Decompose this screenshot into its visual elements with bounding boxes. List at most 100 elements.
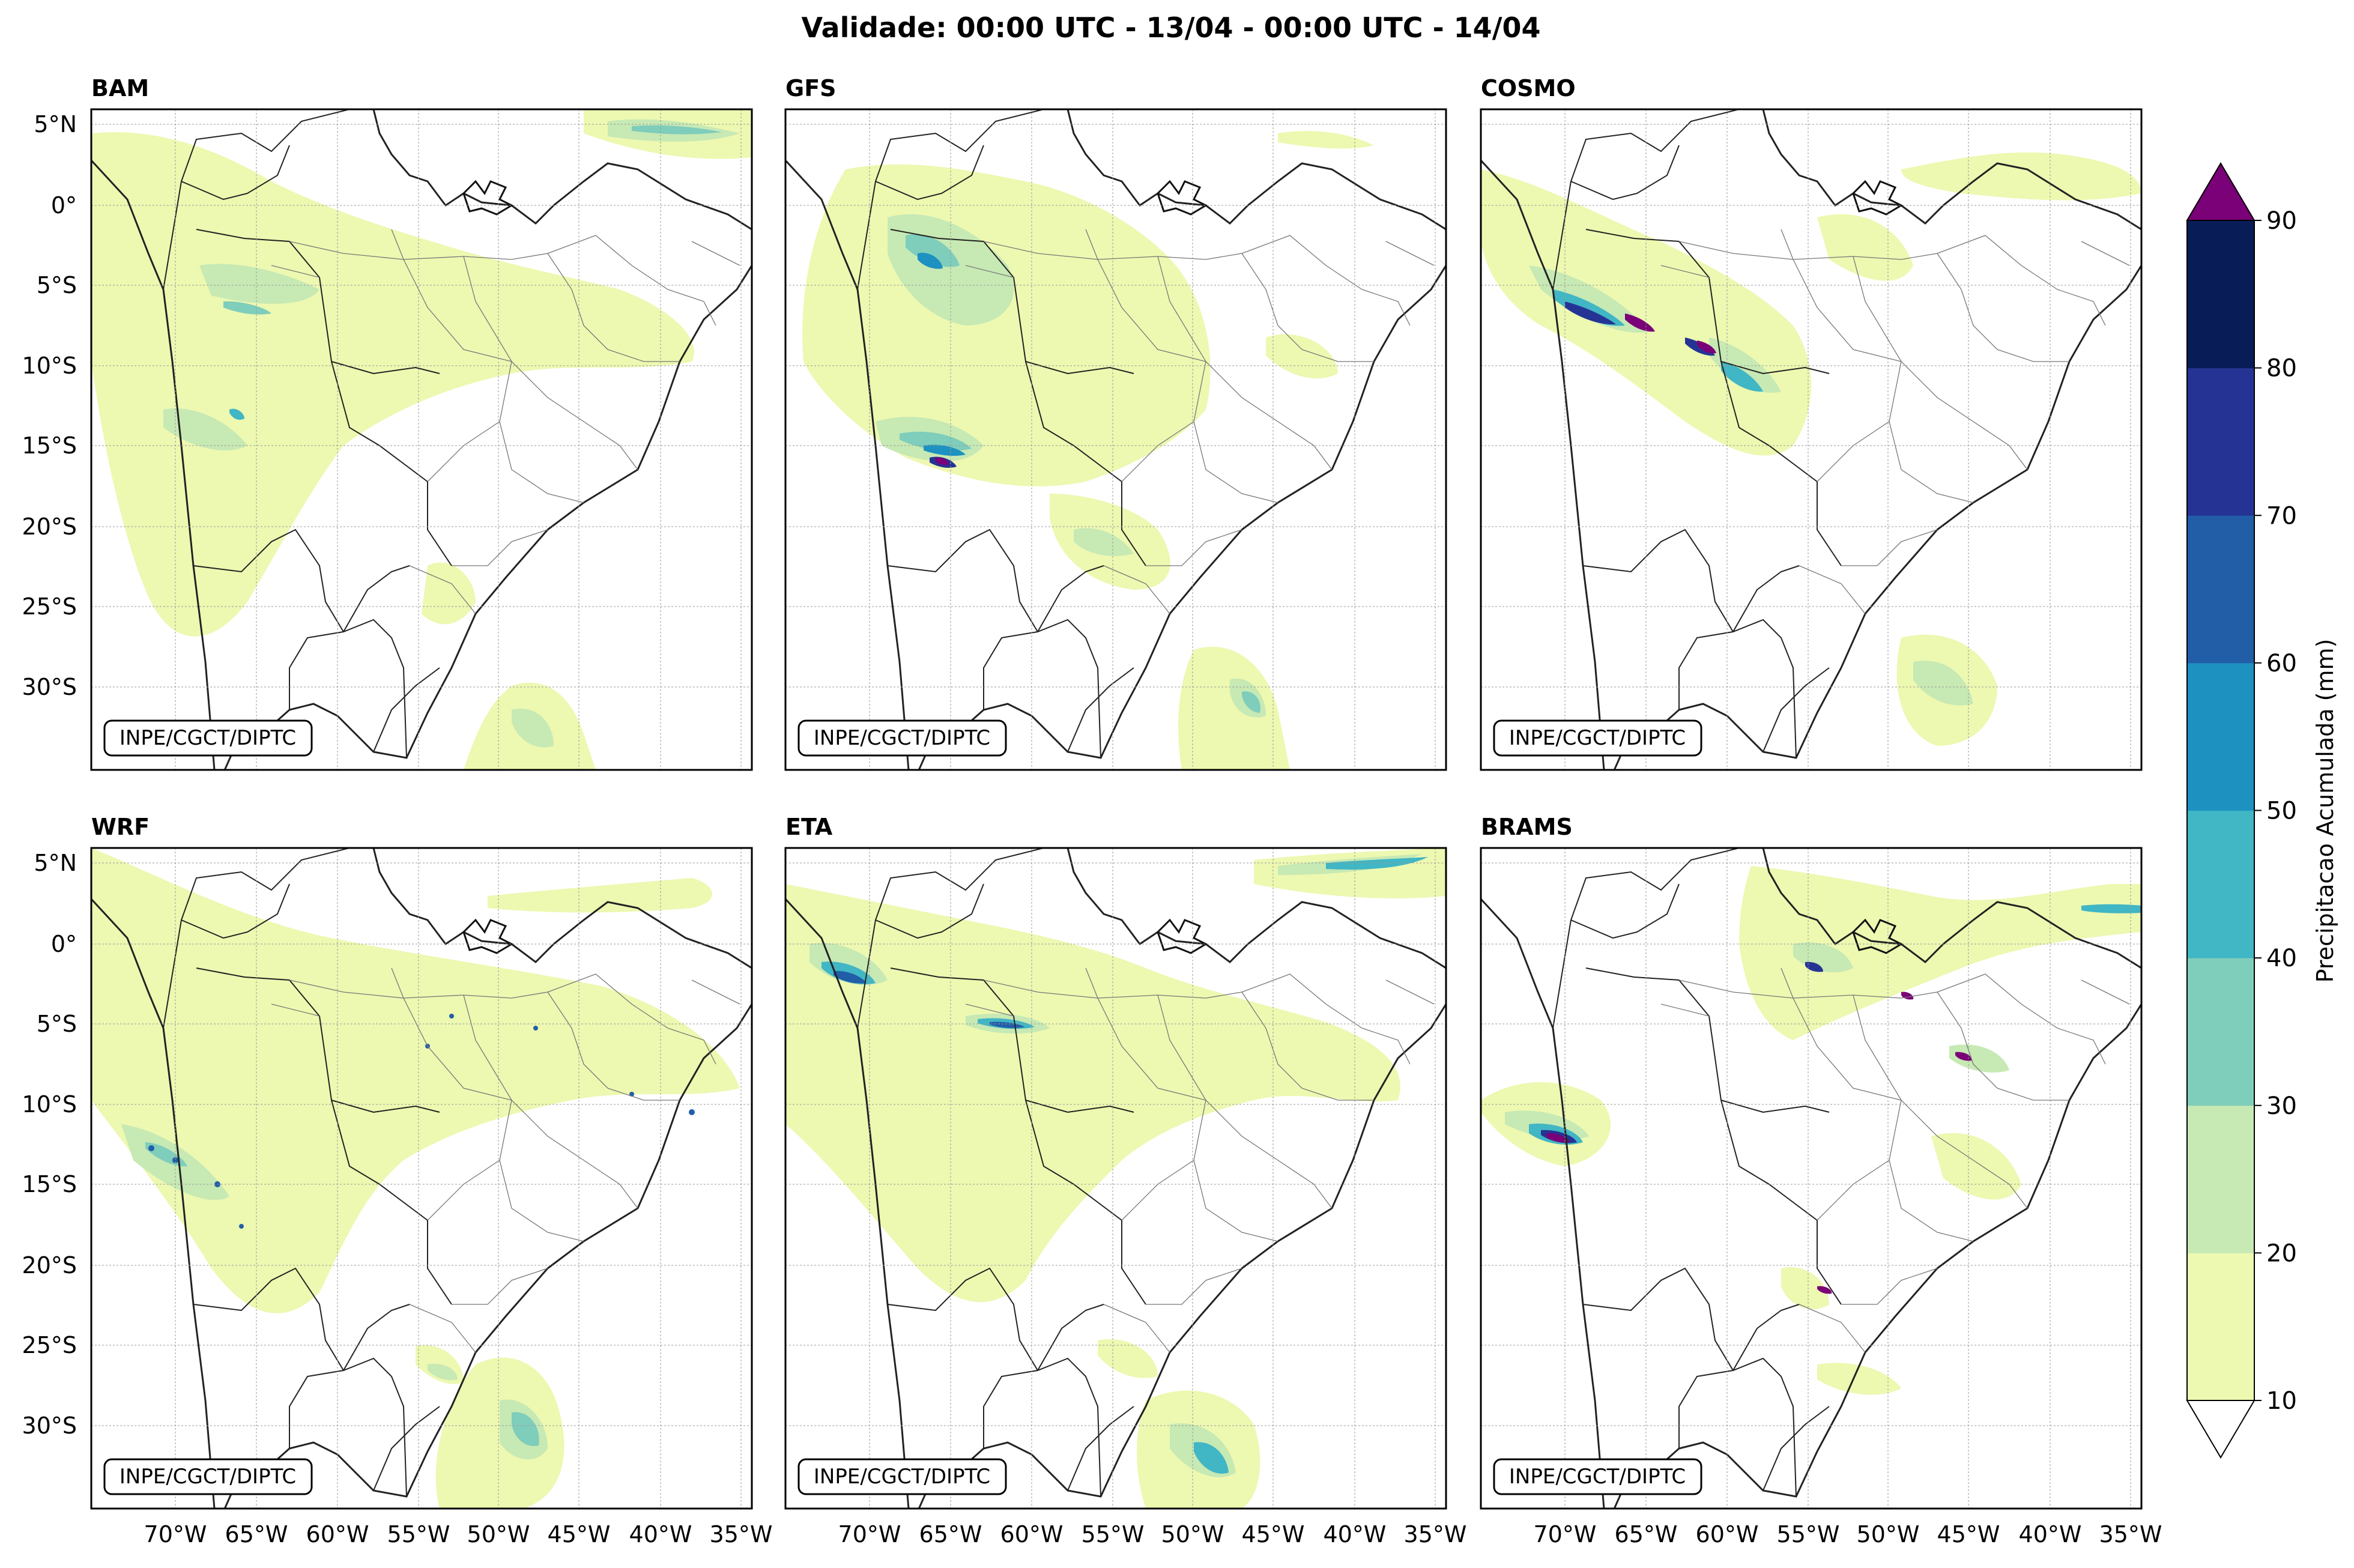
colorbar-segment bbox=[2187, 958, 2254, 1106]
map-panel-wrf: WRF bbox=[90, 814, 753, 1510]
map-panel-cosmo: COSMO bbox=[1480, 75, 2143, 771]
colorbar-ticks: 10 20 30 40 50 60 70 80 90 bbox=[2254, 207, 2297, 1415]
colorbar-segment bbox=[2187, 515, 2254, 664]
svg-text:10°S: 10°S bbox=[22, 353, 77, 379]
colorbar-tick-label: 80 bbox=[2266, 355, 2297, 383]
lat-axis-top: 5°N 0° 5°S 10°S 15°S 20°S 25°S 30°S bbox=[22, 111, 77, 700]
credit-label: INPE/CGCT/DIPTC bbox=[1493, 719, 1702, 757]
svg-text:60°W: 60°W bbox=[1000, 1521, 1064, 1548]
panel-frame bbox=[1480, 108, 2143, 771]
svg-text:25°S: 25°S bbox=[22, 1332, 77, 1358]
panel-title: ETA bbox=[785, 814, 833, 840]
svg-text:INPE/CGCT/DIPTC: INPE/CGCT/DIPTC bbox=[1509, 1465, 1686, 1489]
credit-label: INPE/CGCT/DIPTC bbox=[1493, 1458, 1702, 1495]
lon-axis-brams: 70°W 65°W 60°W 55°W 50°W 45°W 40°W 35°W bbox=[1534, 1521, 2162, 1548]
svg-text:30°S: 30°S bbox=[22, 674, 77, 700]
panel-title: BRAMS bbox=[1481, 814, 1573, 840]
svg-text:INPE/CGCT/DIPTC: INPE/CGCT/DIPTC bbox=[120, 1465, 296, 1489]
svg-text:45°W: 45°W bbox=[548, 1521, 611, 1548]
svg-text:INPE/CGCT/DIPTC: INPE/CGCT/DIPTC bbox=[1509, 726, 1686, 750]
panel-title: BAM bbox=[91, 75, 149, 101]
svg-text:20°S: 20°S bbox=[22, 513, 77, 540]
svg-text:60°W: 60°W bbox=[1696, 1521, 1759, 1548]
svg-text:45°W: 45°W bbox=[1242, 1521, 1305, 1548]
colorbar-segment bbox=[2187, 662, 2254, 811]
colorbar-segment bbox=[2187, 368, 2254, 516]
credit-label: INPE/CGCT/DIPTC bbox=[797, 719, 1007, 757]
svg-text:50°W: 50°W bbox=[467, 1521, 530, 1548]
svg-text:55°W: 55°W bbox=[387, 1521, 450, 1548]
panel-title: WRF bbox=[91, 814, 150, 840]
precipitation-field bbox=[91, 109, 752, 770]
svg-text:50°W: 50°W bbox=[1161, 1521, 1224, 1548]
svg-text:55°W: 55°W bbox=[1082, 1521, 1145, 1548]
svg-text:65°W: 65°W bbox=[919, 1521, 982, 1548]
svg-text:65°W: 65°W bbox=[1615, 1521, 1678, 1548]
colorbar-segment bbox=[2187, 810, 2254, 958]
svg-text:35°W: 35°W bbox=[710, 1521, 773, 1548]
panel-frame bbox=[1480, 847, 2143, 1510]
panel-title: COSMO bbox=[1481, 75, 1576, 101]
panel-frame bbox=[90, 108, 753, 771]
svg-text:5°N: 5°N bbox=[34, 850, 77, 876]
svg-text:50°W: 50°W bbox=[1857, 1521, 1920, 1548]
colorbar-segment bbox=[2187, 220, 2254, 369]
svg-text:60°W: 60°W bbox=[306, 1521, 369, 1548]
svg-text:5°S: 5°S bbox=[37, 272, 77, 298]
svg-text:70°W: 70°W bbox=[1534, 1521, 1597, 1548]
svg-text:55°W: 55°W bbox=[1777, 1521, 1840, 1548]
colorbar-tick-label: 40 bbox=[2266, 945, 2297, 972]
svg-text:25°S: 25°S bbox=[22, 593, 77, 620]
colorbar: 10 20 30 40 50 60 70 80 90 Precipitacao Acumulad… bbox=[2186, 162, 2338, 1459]
colorbar-tick-label: 90 bbox=[2266, 207, 2297, 235]
panel-frame bbox=[784, 847, 1447, 1510]
svg-text:35°W: 35°W bbox=[1404, 1521, 1467, 1548]
svg-text:15°S: 15°S bbox=[22, 432, 77, 459]
colorbar-over-arrow bbox=[2186, 162, 2256, 221]
colorbar-tick-label: 10 bbox=[2266, 1387, 2297, 1415]
svg-text:INPE/CGCT/DIPTC: INPE/CGCT/DIPTC bbox=[120, 726, 296, 750]
colorbar-tick-label: 50 bbox=[2266, 798, 2297, 825]
colorbar-tick-label: 30 bbox=[2266, 1092, 2297, 1120]
svg-text:30°S: 30°S bbox=[22, 1412, 77, 1439]
precipitation-field bbox=[1481, 152, 2141, 746]
map-panel-gfs: GFS bbox=[784, 75, 1447, 771]
svg-text:70°W: 70°W bbox=[144, 1521, 207, 1548]
svg-text:0°: 0° bbox=[51, 931, 77, 957]
svg-text:40°W: 40°W bbox=[629, 1521, 692, 1548]
colorbar-segments bbox=[2187, 220, 2254, 1401]
svg-text:INPE/CGCT/DIPTC: INPE/CGCT/DIPTC bbox=[814, 1465, 990, 1489]
colorbar-under-arrow bbox=[2186, 1400, 2256, 1459]
svg-text:INPE/CGCT/DIPTC: INPE/CGCT/DIPTC bbox=[814, 726, 990, 750]
svg-text:70°W: 70°W bbox=[838, 1521, 901, 1548]
precipitation-field bbox=[802, 131, 1374, 770]
svg-text:10°S: 10°S bbox=[22, 1091, 77, 1118]
panel-title: GFS bbox=[785, 75, 837, 101]
map-panel-eta: ETA bbox=[784, 814, 1447, 1510]
map-panel-brams: BRAMS bbox=[1480, 814, 2143, 1510]
svg-text:45°W: 45°W bbox=[1937, 1521, 2000, 1548]
colorbar-label: Precipitacao Acumulada (mm) bbox=[2312, 639, 2338, 983]
colorbar-segment bbox=[2187, 1253, 2254, 1401]
lon-axis-wrf: 70°W 65°W 60°W 55°W 50°W 45°W 40°W 35°W bbox=[144, 1521, 773, 1548]
panel-frame bbox=[90, 847, 753, 1510]
credit-label: INPE/CGCT/DIPTC bbox=[797, 1458, 1007, 1495]
precipitation-field bbox=[785, 848, 1446, 1509]
svg-text:40°W: 40°W bbox=[2019, 1521, 2082, 1548]
svg-text:5°S: 5°S bbox=[37, 1011, 77, 1037]
colorbar-tick-label: 20 bbox=[2266, 1240, 2297, 1267]
lon-axis-eta: 70°W 65°W 60°W 55°W 50°W 45°W 40°W 35°W bbox=[838, 1521, 1467, 1548]
svg-text:20°S: 20°S bbox=[22, 1252, 77, 1279]
svg-text:0°: 0° bbox=[51, 192, 77, 219]
svg-text:15°S: 15°S bbox=[22, 1171, 77, 1197]
precipitation-field bbox=[91, 848, 740, 1509]
figure-title: Validade: 00:00 UTC - 13/04 - 00:00 UTC … bbox=[801, 11, 1540, 44]
precipitation-field bbox=[1481, 866, 2141, 1395]
svg-text:40°W: 40°W bbox=[1324, 1521, 1387, 1548]
panel-frame bbox=[784, 108, 1447, 771]
credit-label: INPE/CGCT/DIPTC bbox=[103, 719, 313, 757]
colorbar-segment bbox=[2187, 1105, 2254, 1253]
svg-text:5°N: 5°N bbox=[34, 111, 77, 138]
